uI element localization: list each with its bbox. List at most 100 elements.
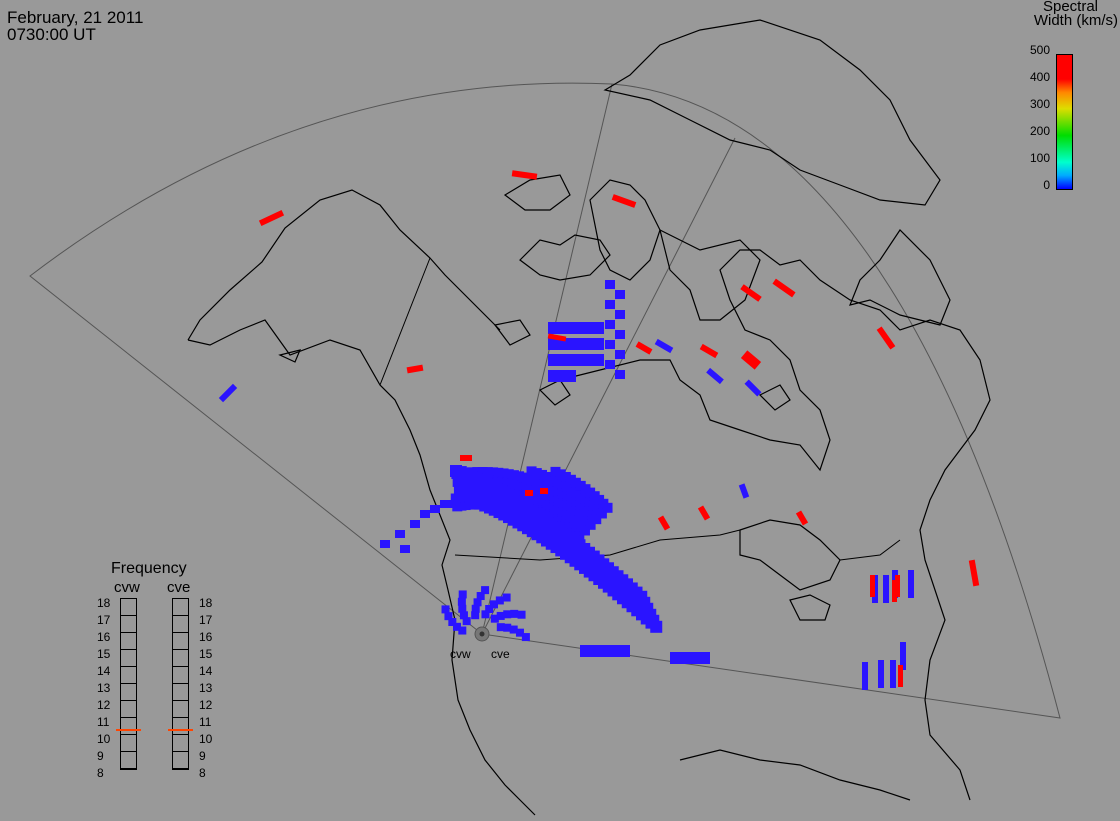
echo-cell xyxy=(489,600,498,609)
frequency-scale-label: 10 xyxy=(199,732,213,746)
echo-cell xyxy=(395,530,405,538)
date-label: February, 21 2011 xyxy=(7,8,144,27)
echo-cell xyxy=(511,170,538,180)
echo-cell xyxy=(444,612,453,621)
frequency-radar-label-cvw: cvw xyxy=(114,579,140,596)
frequency-grid-line xyxy=(120,666,137,667)
echo-cell xyxy=(699,343,719,359)
frequency-scale-label: 14 xyxy=(199,664,213,678)
frequency-grid-line xyxy=(120,632,137,633)
colorbar-title-line1: Spectral xyxy=(1042,0,1098,15)
echo-cells xyxy=(218,170,980,690)
echo-cell xyxy=(473,598,482,607)
frequency-grid-line xyxy=(172,751,189,752)
frequency-scale-label: 8 xyxy=(199,766,206,780)
frequency-column-cvw xyxy=(120,598,137,770)
echo-cell xyxy=(579,525,590,536)
frequency-scale-label: 18 xyxy=(199,596,213,610)
echo-cell xyxy=(482,467,493,478)
echo-cell xyxy=(440,500,450,508)
echo-cell xyxy=(503,469,514,480)
frequency-grid-line xyxy=(172,717,189,718)
echo-cell xyxy=(870,575,875,597)
echo-cell xyxy=(495,596,504,605)
frequency-scale-label: 10 xyxy=(97,732,111,746)
echo-cell xyxy=(615,370,625,379)
echo-cell xyxy=(968,559,980,587)
echo-cell xyxy=(635,341,653,355)
frequency-scale-label: 14 xyxy=(97,664,111,678)
echo-cell xyxy=(772,278,796,298)
echo-cell xyxy=(615,310,625,319)
echo-cell xyxy=(795,510,809,526)
echo-cell xyxy=(503,610,512,619)
echo-cell xyxy=(514,471,525,482)
frequency-grid-line xyxy=(172,683,189,684)
frequency-title: Frequency xyxy=(111,560,187,577)
echo-cell xyxy=(542,471,553,482)
time-label: 0730:00 UT xyxy=(7,25,96,44)
frequency-scale-label: 9 xyxy=(97,749,104,763)
echo-cell xyxy=(458,626,467,635)
frequency-scale-label: 11 xyxy=(97,715,110,729)
echo-cell xyxy=(548,354,562,366)
echo-cell xyxy=(400,545,410,553)
echo-cell xyxy=(605,280,615,289)
echo-cell xyxy=(580,645,630,657)
frequency-scale-label: 15 xyxy=(199,647,213,661)
echo-cell xyxy=(697,505,711,521)
frequency-scale-label: 12 xyxy=(97,698,111,712)
frequency-scale-label: 11 xyxy=(199,715,212,729)
echo-cell xyxy=(895,575,900,597)
echo-cell xyxy=(503,623,512,632)
colorbar-title-line2: Width (km/s) xyxy=(1033,12,1118,29)
echo-cell xyxy=(380,540,390,548)
frequency-grid-line xyxy=(172,615,189,616)
echo-cell xyxy=(510,609,519,618)
echo-cell xyxy=(576,322,590,334)
echo-cell xyxy=(406,364,424,374)
echo-cell xyxy=(670,652,710,664)
frequency-scale-label: 16 xyxy=(97,630,111,644)
echo-cell xyxy=(493,467,504,478)
frequency-column-cve xyxy=(172,598,189,770)
echo-cell xyxy=(605,360,615,369)
echo-cell xyxy=(890,660,896,688)
echo-cell xyxy=(517,610,526,619)
echo-cell xyxy=(490,614,499,623)
echo-cell xyxy=(521,633,530,642)
echo-cell xyxy=(562,322,576,334)
echo-cell xyxy=(540,488,548,494)
echo-cell xyxy=(547,333,567,342)
echo-cell xyxy=(462,617,471,626)
echo-cell xyxy=(615,290,625,299)
echo-cell xyxy=(498,468,509,479)
fov-outline xyxy=(29,82,1061,719)
frequency-grid-line xyxy=(172,666,189,667)
frequency-scale-label: 17 xyxy=(199,613,213,627)
frequency-grid-line xyxy=(172,768,189,769)
echo-cell xyxy=(657,515,671,531)
echo-cell xyxy=(876,326,896,350)
echo-cell xyxy=(611,194,637,208)
echo-cell xyxy=(525,490,533,496)
echo-cell xyxy=(496,623,505,632)
echo-cell xyxy=(576,338,590,350)
echo-cell xyxy=(898,665,903,687)
frequency-scale-label: 13 xyxy=(199,681,213,695)
frequency-scale-label: 9 xyxy=(199,749,206,763)
frequency-grid-line xyxy=(120,700,137,701)
frequency-grid-line xyxy=(120,734,137,735)
echo-cell xyxy=(508,470,519,481)
radar-label-cvw: cvw xyxy=(450,647,471,661)
echo-cell xyxy=(515,628,524,637)
echo-cell xyxy=(531,468,542,479)
echo-cell xyxy=(519,472,530,483)
echo-cell xyxy=(862,662,868,690)
echo-cell xyxy=(458,604,467,613)
echo-cell xyxy=(537,469,547,480)
colorbar-tick: 0 xyxy=(1043,178,1050,192)
echo-cell xyxy=(481,610,490,619)
